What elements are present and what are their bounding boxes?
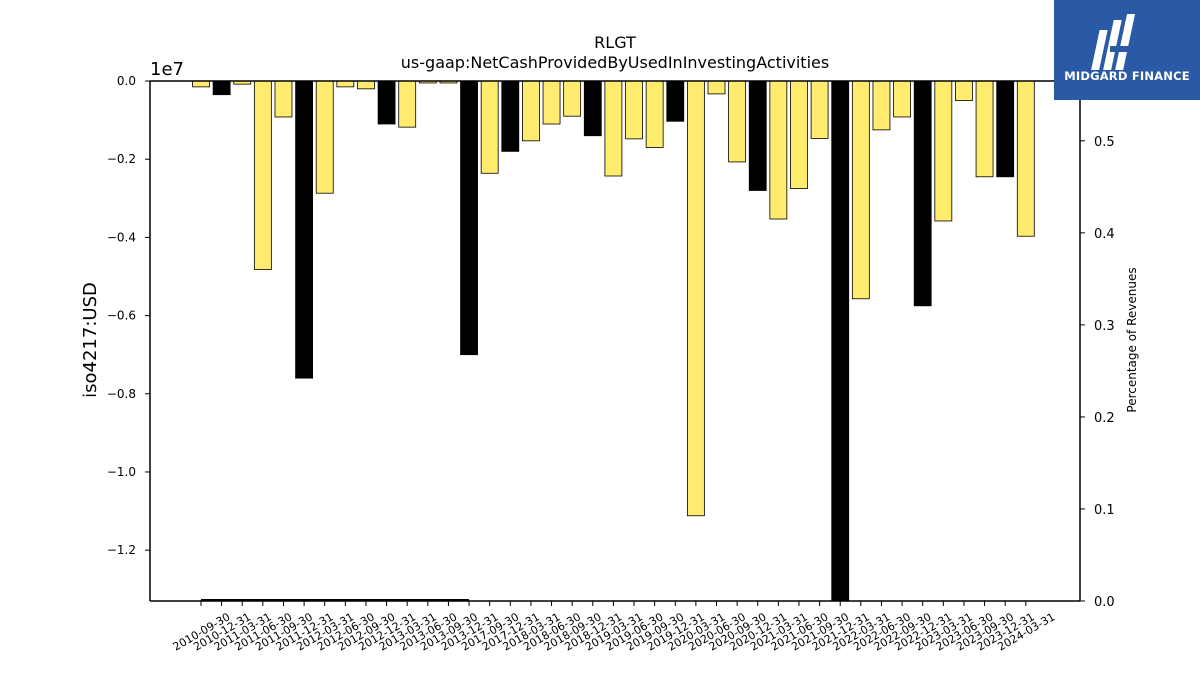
bar <box>831 80 850 602</box>
bar <box>542 80 561 125</box>
bar <box>913 80 932 307</box>
bar <box>955 80 973 101</box>
logo-text: MIDGARD FINANCE <box>1064 69 1190 83</box>
y2-tick-label: 0.3 <box>1094 319 1115 334</box>
bar <box>645 80 664 148</box>
bar <box>336 80 355 88</box>
y-tick-label: −0.8 <box>107 387 136 401</box>
bar <box>934 80 953 222</box>
y2-tick-label: 0.4 <box>1094 227 1115 242</box>
bar <box>872 80 891 131</box>
y-tick-label: −1.0 <box>107 465 136 479</box>
bar <box>975 80 994 178</box>
y2-tick-label: 0.1 <box>1094 503 1115 518</box>
y-tick-label: 0.0 <box>117 74 136 88</box>
bar <box>1016 80 1035 237</box>
bar <box>315 80 334 194</box>
bar <box>212 80 231 96</box>
bar <box>522 80 540 142</box>
bar <box>707 80 726 95</box>
bar <box>501 80 520 152</box>
y2-tick-label: 0.5 <box>1094 135 1115 150</box>
bar <box>253 80 272 270</box>
bar <box>604 80 623 177</box>
bar <box>583 80 602 137</box>
chart-title: RLGT <box>594 33 636 52</box>
bar <box>625 80 643 140</box>
bar <box>295 80 314 379</box>
bar <box>996 80 1015 178</box>
y-tick-label: −0.4 <box>107 230 136 244</box>
bar <box>377 80 396 125</box>
bar <box>851 80 870 300</box>
bar <box>769 80 788 220</box>
bar <box>192 80 210 88</box>
chart-subtitle: us-gaap:NetCashProvidedByUsedInInvesting… <box>401 53 829 72</box>
bar <box>686 80 705 517</box>
bar <box>810 80 829 139</box>
bar <box>460 80 478 356</box>
bar <box>274 80 293 118</box>
y-axis-label: iso4217:USD <box>80 282 101 398</box>
bar <box>357 80 375 90</box>
y-tick-label: −0.2 <box>107 152 136 166</box>
bar <box>480 80 499 174</box>
bar <box>790 80 808 189</box>
y-tick-label: −0.6 <box>107 309 136 323</box>
midgard-logo-icon <box>1091 14 1142 70</box>
midgard-finance-logo: MIDGARD FINANCE <box>1054 0 1200 100</box>
y2-tick-label: 0.2 <box>1094 411 1115 426</box>
bar <box>398 80 417 128</box>
bar <box>748 80 767 191</box>
y-offset-label: 1e7 <box>150 59 184 80</box>
y2-axis-label: Percentage of Revenues <box>1125 267 1139 412</box>
bar <box>563 80 582 117</box>
y2-tick-label: 0.0 <box>1094 595 1115 610</box>
bar <box>728 80 747 163</box>
bar <box>893 80 911 118</box>
y-tick-label: −1.2 <box>107 543 136 557</box>
bar <box>666 80 685 122</box>
